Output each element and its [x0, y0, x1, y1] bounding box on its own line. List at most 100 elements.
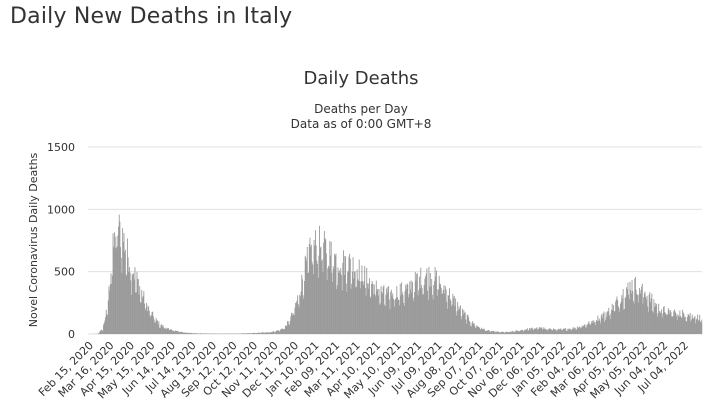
bar — [395, 299, 396, 334]
bar — [568, 329, 570, 334]
bar — [176, 331, 178, 334]
bar — [476, 325, 478, 334]
bar — [396, 286, 398, 334]
bar — [532, 329, 534, 334]
bar — [640, 290, 642, 334]
bar — [127, 257, 129, 334]
bar — [678, 316, 680, 334]
bar — [279, 330, 281, 334]
bar — [695, 319, 697, 334]
bar — [301, 274, 303, 334]
bar — [131, 273, 133, 334]
chart-subtitle-line-2: Data as of 0:00 GMT+8 — [291, 117, 432, 131]
bar — [155, 317, 157, 334]
bar — [189, 332, 191, 334]
bar — [244, 333, 246, 334]
bar — [680, 316, 682, 334]
bar — [546, 330, 548, 334]
bar — [118, 226, 119, 334]
bar — [111, 275, 113, 334]
bar — [618, 308, 620, 334]
bar — [589, 324, 591, 334]
bar — [541, 327, 543, 334]
bar — [249, 333, 251, 334]
bar — [376, 290, 378, 334]
bar — [312, 264, 314, 334]
bar — [427, 290, 429, 334]
bar — [522, 331, 524, 334]
bar — [567, 328, 569, 334]
bar — [309, 237, 311, 334]
bar — [374, 294, 376, 334]
bar — [509, 331, 511, 334]
bar — [505, 331, 507, 334]
bar — [402, 294, 404, 334]
bar — [184, 332, 186, 334]
bar — [697, 314, 699, 334]
y-tick-label: 500 — [54, 266, 75, 279]
bar — [347, 272, 349, 334]
bar — [427, 299, 429, 334]
bar — [630, 293, 632, 334]
bar — [303, 298, 305, 334]
bar — [665, 313, 666, 334]
bar — [347, 270, 349, 334]
bar — [687, 313, 689, 334]
bar — [112, 233, 114, 334]
bar — [552, 328, 554, 334]
bar — [683, 314, 685, 334]
bar — [594, 321, 596, 334]
bar — [263, 332, 265, 334]
bar — [537, 330, 539, 334]
bar — [325, 239, 327, 334]
bar — [161, 326, 163, 334]
bar — [390, 289, 392, 334]
bar — [440, 284, 442, 334]
bar — [100, 329, 102, 334]
bar — [557, 330, 558, 334]
bar — [113, 246, 115, 334]
bar — [531, 327, 532, 334]
bar — [266, 332, 268, 334]
bar — [182, 332, 184, 334]
bar — [334, 255, 336, 334]
bar — [324, 238, 326, 334]
bar — [555, 329, 556, 334]
bar — [694, 316, 696, 334]
bar — [451, 304, 453, 334]
bar — [150, 317, 152, 334]
bar — [288, 323, 290, 334]
bar — [189, 332, 191, 334]
bar — [239, 333, 241, 334]
bar — [297, 304, 299, 334]
bar — [466, 323, 468, 334]
bar — [109, 290, 111, 334]
bar — [544, 328, 546, 334]
bar — [336, 285, 338, 334]
bar — [627, 282, 629, 334]
bar — [344, 255, 346, 334]
bar — [289, 320, 291, 334]
bar — [442, 289, 444, 334]
bar — [701, 319, 703, 334]
bar — [318, 255, 320, 334]
bar — [317, 277, 319, 334]
bar — [538, 328, 540, 334]
bar — [423, 294, 424, 334]
bar — [455, 298, 457, 334]
bar — [371, 281, 373, 334]
bar — [498, 332, 500, 334]
bar — [466, 314, 468, 334]
bar — [460, 316, 462, 334]
bar — [106, 314, 108, 334]
bar — [190, 332, 192, 334]
bar — [298, 307, 300, 334]
bar — [305, 257, 307, 334]
bar — [508, 332, 510, 334]
bar — [110, 273, 112, 334]
bar — [187, 333, 189, 334]
y-tick-labels: 0 500 1000 1500 — [47, 141, 75, 341]
bar — [444, 293, 446, 334]
bar — [669, 313, 671, 334]
